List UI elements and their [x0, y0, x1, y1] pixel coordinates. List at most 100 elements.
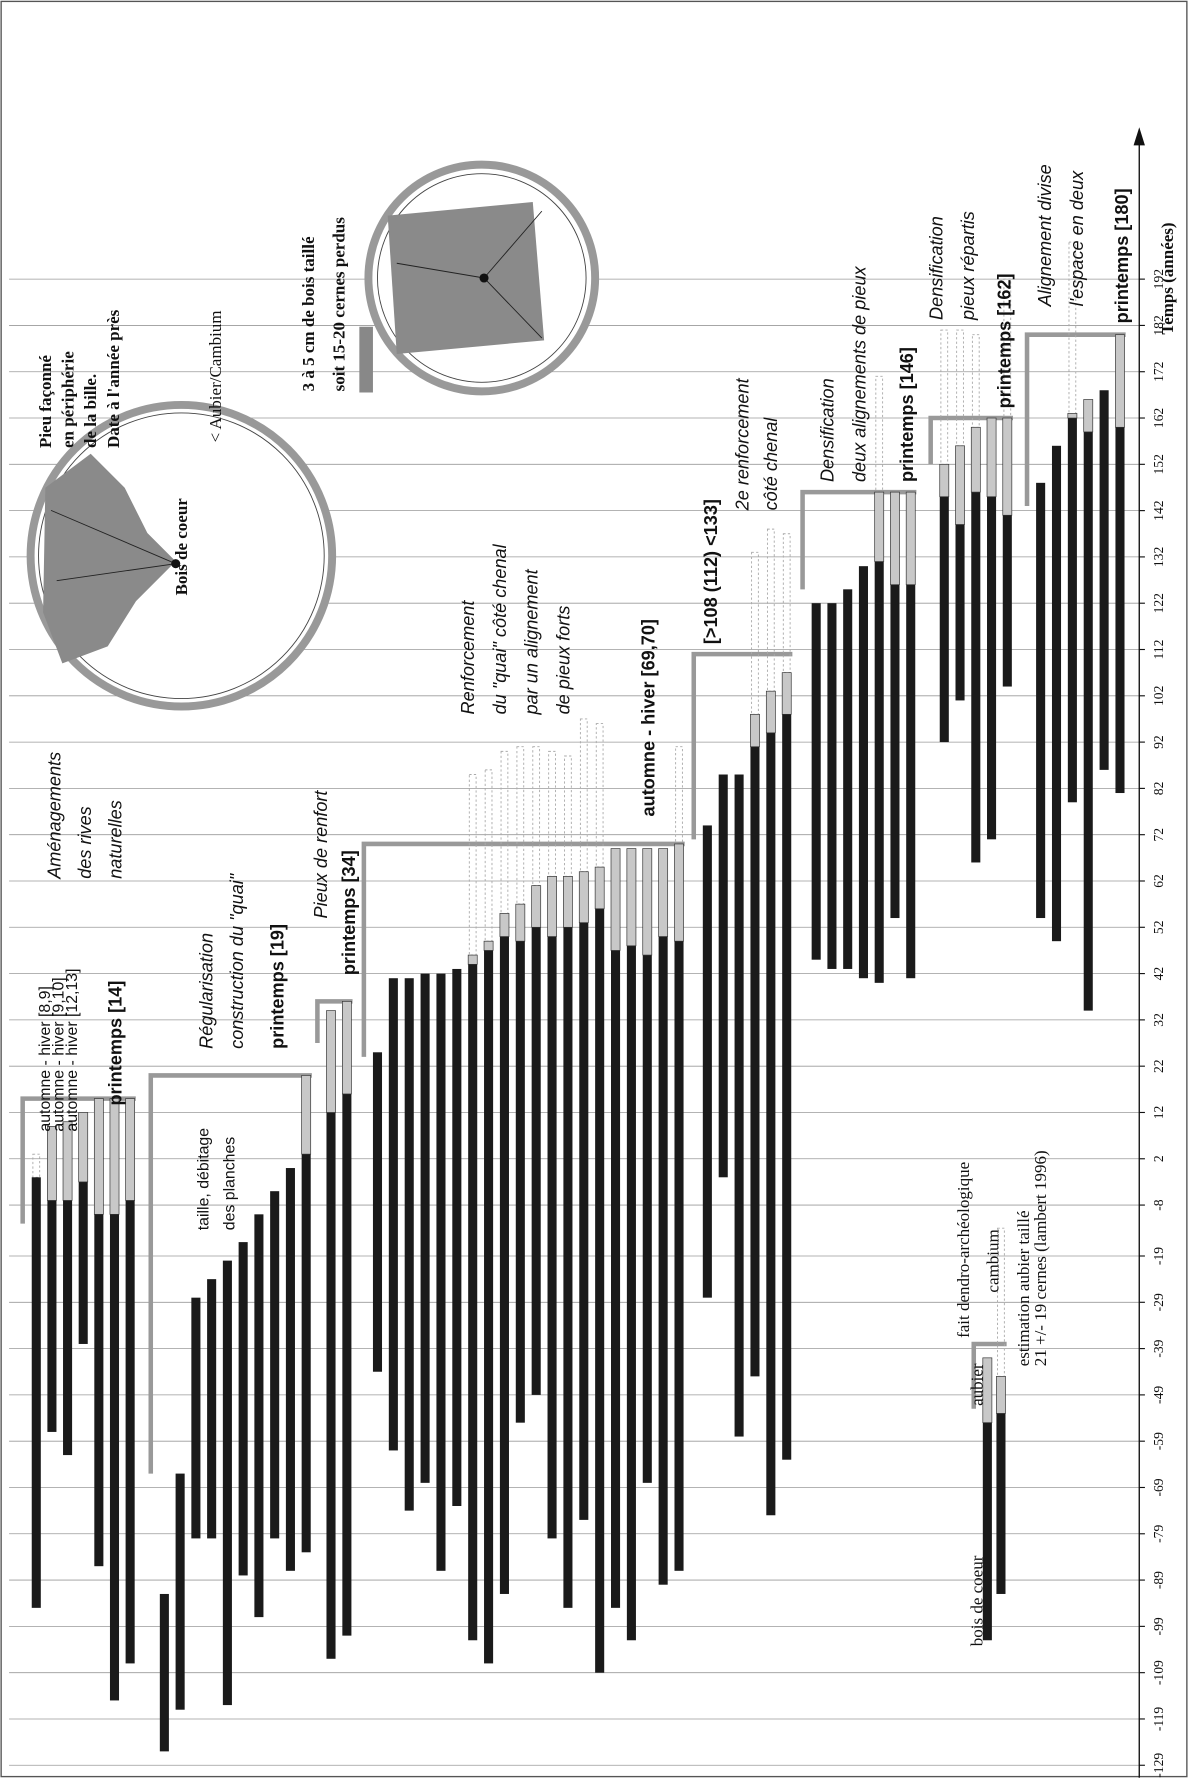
felling-bracket	[148, 1073, 312, 1474]
heartwood-bar	[191, 1297, 201, 1539]
annotation: < Aubier/Cambium	[206, 310, 225, 442]
heartwood-bar	[658, 936, 668, 1585]
sapwood-bar	[939, 463, 950, 498]
felling-bracket	[971, 1341, 1007, 1409]
heartwood-bar	[285, 1168, 295, 1571]
heartwood-bar	[971, 492, 981, 863]
heartwood-bar	[547, 936, 557, 1539]
heartwood-bar	[996, 1413, 1006, 1594]
heartwood-bar	[982, 1422, 992, 1641]
annotation: printemps [162]	[994, 273, 1014, 408]
annotation: Régularisation	[196, 933, 216, 1049]
heartwood-bar	[207, 1279, 217, 1539]
estimate-bar	[484, 769, 493, 942]
sapwood-bar	[342, 1001, 352, 1095]
annotation: construction du "quai"	[227, 872, 247, 1049]
heartwood-bar	[484, 950, 494, 1664]
heartwood-bar	[1067, 418, 1077, 803]
annotation: par un alignement	[522, 568, 542, 715]
heartwood-bar	[388, 978, 398, 1451]
heartwood-bar	[515, 941, 525, 1423]
heartwood-bar	[1099, 390, 1109, 770]
sapwood-bar	[1002, 417, 1013, 516]
annotation: naturelles	[106, 800, 126, 879]
heartwood-bar	[843, 589, 853, 969]
sapwood-bar	[970, 426, 981, 493]
heartwood-bar	[939, 496, 949, 743]
sapwood-bar	[890, 491, 900, 586]
heartwood-bar	[1083, 431, 1093, 1011]
annotation: estimation aubier taillé	[1014, 1210, 1033, 1366]
heartwood-bar	[595, 908, 605, 1673]
annotation: fait dendro-archéologique	[954, 1162, 973, 1338]
sapwood-bar	[515, 903, 526, 942]
heartwood-bar	[109, 1214, 120, 1701]
annotation: de la bille.	[81, 374, 100, 448]
y-tick-label: 52	[1151, 920, 1166, 934]
y-tick-label: -8	[1151, 1199, 1166, 1211]
heartwood-bar	[1051, 445, 1062, 942]
estimate-bar	[751, 551, 759, 715]
heartwood-bar	[47, 1200, 57, 1432]
annotation: soit 15-20 cernes perdus	[329, 217, 348, 392]
y-tick-label: 162	[1151, 408, 1166, 429]
y-tick-label: 2	[1151, 1155, 1166, 1162]
heartwood-bar	[579, 922, 589, 1520]
annotation: deux alignements de pieux	[849, 265, 869, 482]
sapwood-bar	[955, 445, 965, 525]
annotation: Densification	[818, 378, 838, 482]
annotation: aubier	[968, 1363, 987, 1406]
sapwood-bar	[986, 417, 997, 498]
felling-bracket	[928, 415, 1013, 465]
heartwood-bar	[436, 973, 446, 1571]
annotation: pieux répartis	[958, 211, 978, 321]
annotation: bois de coeur	[968, 1555, 987, 1646]
sapwood-bar	[996, 1376, 1006, 1414]
annotation: Pieu façonné	[36, 355, 55, 448]
sapwood-bar	[594, 866, 605, 910]
heartwood-bar	[890, 584, 900, 919]
sapwood-bar	[125, 1098, 136, 1201]
heartwood-bar	[987, 496, 997, 840]
heartwood-bar	[342, 1093, 352, 1636]
heartwood-bar	[531, 927, 541, 1395]
heartwood-bar	[254, 1214, 264, 1618]
estimate-bar	[532, 746, 541, 887]
annotation: printemps [146]	[897, 347, 917, 482]
estimate-bar	[956, 329, 964, 447]
sapwood-bar	[301, 1075, 312, 1155]
heartwood-bar	[827, 603, 837, 969]
heartwood-bar	[734, 774, 744, 1437]
marks	[20, 241, 1126, 1752]
heartwood-bar	[642, 955, 652, 1483]
heartwood-bar	[702, 825, 712, 1298]
heartwood-bar	[766, 732, 776, 1516]
y-tick-label: 42	[1151, 967, 1166, 981]
heartwood-bar	[955, 524, 965, 701]
heartwood-bar	[222, 1260, 232, 1706]
annotation: printemps [14]	[106, 981, 126, 1106]
sapwood-bar	[874, 491, 885, 562]
annotation: cambium	[984, 1229, 1003, 1292]
annotation: Alignement divise	[1035, 164, 1055, 307]
y-tick-label: 32	[1151, 1013, 1166, 1027]
annotation: Renforcement	[458, 600, 478, 715]
heartwood-bar	[782, 714, 792, 1460]
heartwood-bar	[452, 968, 462, 1507]
y-tick-label: -49	[1151, 1386, 1166, 1404]
sapwood-bar	[750, 713, 760, 748]
felling-bracket	[1024, 332, 1126, 506]
sapwood-bar	[765, 690, 776, 734]
heartwood-bar	[1036, 482, 1046, 919]
sapwood-bar	[467, 954, 478, 965]
heartwood-bar	[674, 941, 684, 1571]
sapwood-bar	[47, 1126, 57, 1201]
axis-label: Temps (années)	[1158, 222, 1177, 334]
heartwood-bar	[874, 561, 884, 983]
heartwood-bar	[420, 973, 430, 1483]
y-tick-label: -69	[1151, 1478, 1166, 1496]
annotation: 3 à 5 cm de bois taillé	[299, 236, 318, 391]
y-tick-label: -109	[1151, 1660, 1166, 1685]
